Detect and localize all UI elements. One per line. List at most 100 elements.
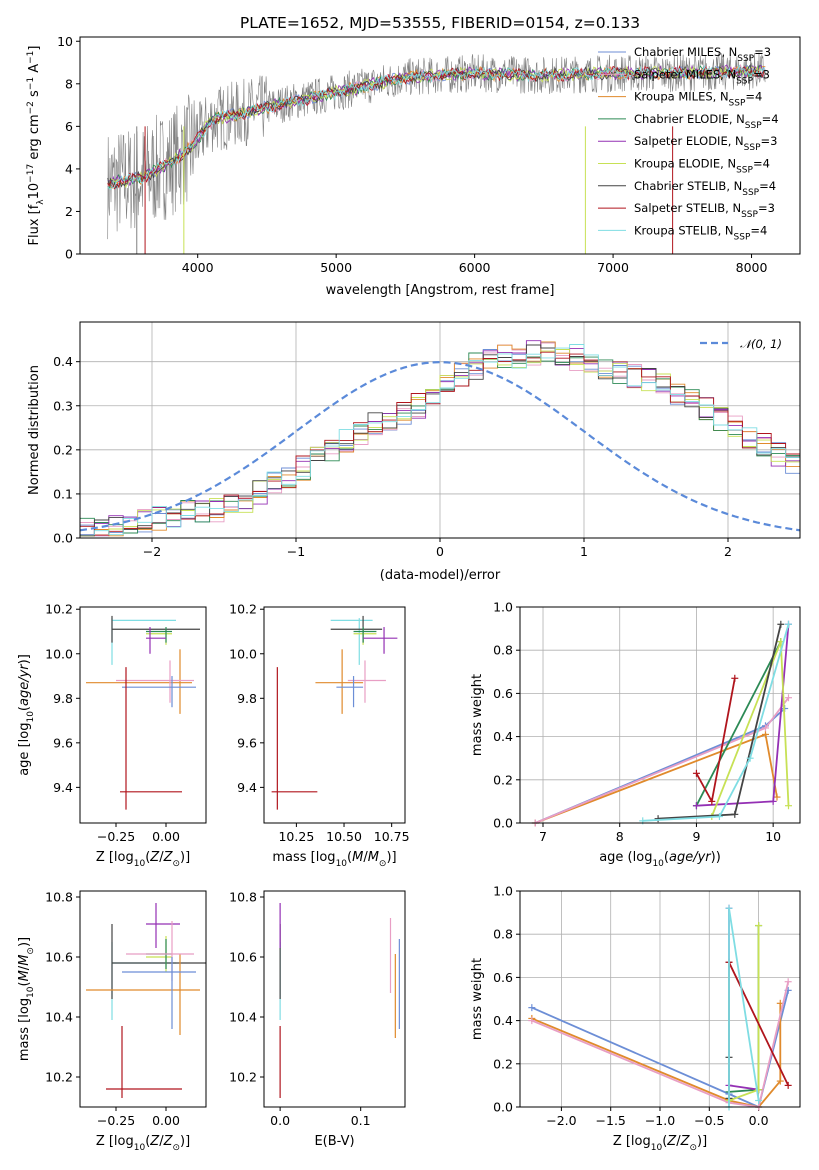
weight-vs-Z-xtick-label: −0.5 [694, 1113, 724, 1128]
spectrum-ylabel: Flux [fλ10−17 erg cm−2 s−1 A−1] [26, 46, 46, 246]
mass-vs-ebv-errorbars [279, 903, 400, 1098]
age-vs-Z-ytick-label: 10.0 [45, 646, 73, 661]
residual-ytick-label: 0.0 [53, 531, 73, 546]
residual-axes-frame [79, 321, 801, 539]
spectrum-lines [107, 52, 766, 254]
weight-vs-Z-lines [528, 904, 792, 1111]
age-vs-Z-xtick-label: 0.00 [152, 829, 180, 844]
residual-xtick-label: 0 [436, 544, 444, 559]
spectrum-axes-frame [79, 36, 801, 255]
legend-entry: Salpeter STELIB, NSSP=3 [634, 201, 775, 220]
mass-vs-Z-ytick-label: 10.4 [45, 1010, 73, 1025]
residual-histogram [80, 351, 800, 536]
residual-histogram [80, 342, 800, 537]
residual-xtick-label: −2 [143, 544, 161, 559]
mass-vs-ebv-ytick-label: 10.8 [229, 890, 257, 905]
spectrum-ytick-label: 6 [65, 119, 73, 134]
mass-vs-ebv-ytick-label: 10.4 [229, 1010, 257, 1025]
weight-line [728, 961, 790, 1086]
weight-line [531, 981, 790, 1109]
weight-vs-Z-xtick-label: −1.5 [596, 1113, 626, 1128]
spectrum-xtick-label: 7000 [597, 260, 629, 275]
mass-vs-Z-ytick-label: 10.2 [45, 1070, 73, 1085]
model-spectrum-line [107, 64, 766, 191]
weight-vs-age-xtick-label: 8 [616, 829, 624, 844]
age-vs-mass-ytick-label: 9.4 [237, 780, 257, 795]
weight-vs-Z-ytick-label: 0.0 [493, 1100, 513, 1115]
weight-line [695, 641, 782, 807]
spectrum-ytick-label: 10 [57, 34, 73, 49]
residual-hists [80, 340, 800, 537]
residual-ytick-label: 0.1 [53, 486, 73, 501]
weight-line [658, 624, 782, 820]
age-vs-Z-ticks: −0.25 0.00 9.4 9.6 9.8 10.0 10.2 [45, 602, 180, 844]
weight-vs-Z-ylabel: mass weight [470, 958, 485, 1040]
age-vs-mass-xtick-label: 10.50 [326, 829, 362, 844]
residual-histogram [80, 341, 800, 537]
weight-vs-Z-ytick-label: 1.0 [493, 884, 513, 899]
weight-vs-Z-ytick-label: 0.6 [493, 970, 513, 985]
weight-vs-age-ytick-label: 1.0 [493, 600, 513, 615]
weight-vs-Z-ytick-label: 0.4 [493, 1013, 513, 1028]
mass-vs-Z-axes-frame [79, 890, 207, 1108]
weight-line [728, 908, 760, 1107]
weight-line [642, 624, 790, 822]
spectrum-xlabel: wavelength [Angstrom, rest frame] [326, 283, 555, 298]
spectrum-xtick-label: 8000 [736, 260, 768, 275]
weight-line [710, 641, 790, 817]
weight-vs-Z-ytick-label: 0.8 [493, 927, 513, 942]
legend-entry: Chabrier MILES, NSSP=3 [634, 45, 771, 64]
spectrum-ytick-label: 8 [65, 76, 73, 91]
residual-histogram [80, 352, 800, 534]
mass-vs-ebv-xtick-label: 0.0 [270, 1113, 290, 1128]
mass-vs-Z-xtick-label: 0.00 [152, 1113, 180, 1128]
weight-vs-age-ytick-label: 0.4 [493, 729, 513, 744]
residual-xtick-label: −1 [287, 544, 305, 559]
legend-entry: Kroupa ELODIE, NSSP=4 [634, 157, 770, 176]
weight-vs-age-ticks: 7 8 9 10 0.0 0.2 0.4 0.6 0.8 1.0 [493, 600, 800, 844]
gaussian-legend-label: 𝒩(0, 1) [740, 337, 782, 351]
age-vs-Z-xtick-label: −0.25 [97, 829, 135, 844]
age-vs-mass-ticks: 10.25 10.50 10.75 9.4 9.6 9.8 10.0 10.2 [229, 602, 409, 844]
spectrum-title: PLATE=1652, MJD=53555, FIBERID=0154, z=0… [240, 14, 640, 32]
model-spectrum-line [107, 64, 766, 189]
age-vs-mass-axes-frame [263, 606, 406, 824]
age-vs-mass-xlabel: mass [log10(M/M⊙)] [272, 850, 396, 869]
mass-vs-Z-ytick-label: 10.8 [45, 890, 73, 905]
mass-vs-ebv-ticks: 0.0 0.1 10.2 10.4 10.6 10.8 [229, 890, 370, 1129]
mass-vs-Z-xlabel: Z [log10(Z/Z⊙)] [96, 1134, 190, 1153]
mass-vs-Z-errorbars [86, 903, 206, 1098]
age-vs-Z-ytick-label: 10.2 [45, 602, 73, 617]
weight-vs-Z-xtick-label: 0.0 [749, 1113, 769, 1128]
legend-entry: Chabrier STELIB, NSSP=4 [634, 179, 776, 198]
age-vs-Z-errorbars [86, 615, 200, 810]
mass-vs-ebv-ytick-label: 10.2 [229, 1070, 257, 1085]
age-vs-Z-ytick-label: 9.4 [53, 780, 73, 795]
weight-vs-Z-ytick-label: 0.2 [493, 1056, 513, 1071]
age-vs-mass-xtick-label: 10.75 [374, 829, 410, 844]
mass-vs-Z-ticks: −0.25 0.00 10.2 10.4 10.6 10.8 [45, 890, 180, 1129]
residual-histogram [80, 344, 800, 536]
weight-line [531, 990, 790, 1109]
residual-ylabel: Normed distribution [27, 365, 42, 495]
model-spectrum-line [107, 64, 766, 187]
age-vs-Z-axes-frame [79, 606, 207, 824]
weight-line [695, 678, 736, 805]
residual-ytick-label: 0.4 [53, 354, 73, 369]
residual-histogram [80, 344, 800, 537]
mass-vs-ebv-axes-frame [263, 890, 406, 1108]
weight-vs-Z-axes-frame [519, 890, 801, 1108]
spectrum-ytick-label: 0 [65, 247, 73, 262]
model-spectrum-line [107, 65, 766, 190]
spectrum-ticks: 4000 5000 6000 7000 8000 0 2 4 6 8 10 [57, 34, 767, 275]
spectrum-ytick-label: 4 [65, 161, 73, 176]
mass-vs-Z-ytick-label: 10.6 [45, 950, 73, 965]
weight-vs-age-ytick-label: 0.8 [493, 643, 513, 658]
weight-line [534, 733, 778, 824]
age-vs-mass-xtick-label: 10.25 [278, 829, 314, 844]
weight-vs-Z-xtick-label: −1.0 [645, 1113, 675, 1128]
weight-vs-age-ytick-label: 0.0 [493, 816, 513, 831]
age-vs-Z-ylabel: age [log10(age/yr)] [17, 654, 36, 776]
residual-xlabel: (data-model)/error [380, 568, 501, 583]
